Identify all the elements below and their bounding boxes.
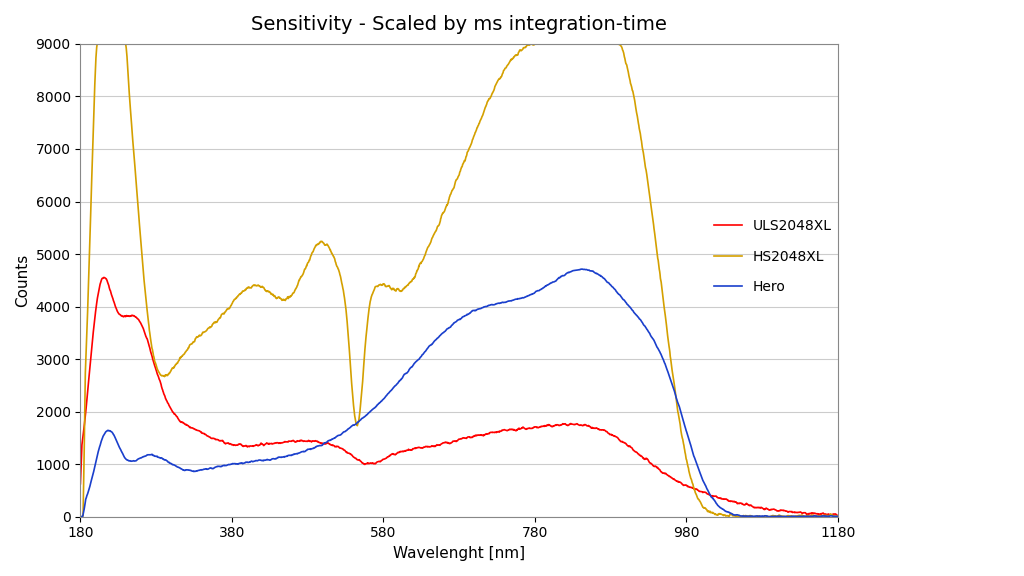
ULS2048XL — [671, 478, 683, 485]
Hero — [810, 513, 822, 520]
Y-axis label: Counts: Counts — [15, 253, 30, 307]
HS2048XL — [114, 40, 126, 47]
X-axis label: Wavelenght [nm]: Wavelenght [nm] — [393, 546, 525, 561]
HS2048XL — [671, 403, 683, 410]
Hero — [75, 513, 87, 520]
ULS2048XL — [114, 311, 126, 318]
Hero — [113, 443, 125, 450]
HS2048XL — [831, 513, 844, 520]
Legend: ULS2048XL, HS2048XL, Hero: ULS2048XL, HS2048XL, Hero — [709, 214, 838, 300]
ULS2048XL — [810, 510, 822, 517]
Hero — [577, 266, 589, 272]
HS2048XL — [75, 513, 87, 520]
ULS2048XL — [75, 480, 87, 487]
HS2048XL — [810, 513, 822, 520]
HS2048XL — [442, 196, 455, 203]
ULS2048XL — [831, 513, 844, 520]
ULS2048XL — [423, 444, 435, 450]
Hero — [442, 325, 455, 332]
Line: ULS2048XL: ULS2048XL — [81, 278, 838, 516]
Title: Sensitivity - Scaled by ms integration-time: Sensitivity - Scaled by ms integration-t… — [251, 15, 667, 34]
Hero — [423, 343, 435, 350]
ULS2048XL — [810, 510, 822, 517]
HS2048XL — [423, 242, 435, 249]
HS2048XL — [810, 513, 822, 520]
Hero — [781, 513, 794, 520]
ULS2048XL — [97, 274, 110, 281]
Line: HS2048XL: HS2048XL — [81, 44, 838, 517]
Hero — [810, 513, 822, 520]
Line: Hero: Hero — [81, 269, 838, 517]
Hero — [831, 513, 844, 520]
ULS2048XL — [442, 440, 455, 447]
Hero — [671, 397, 683, 404]
HS2048XL — [91, 40, 103, 47]
